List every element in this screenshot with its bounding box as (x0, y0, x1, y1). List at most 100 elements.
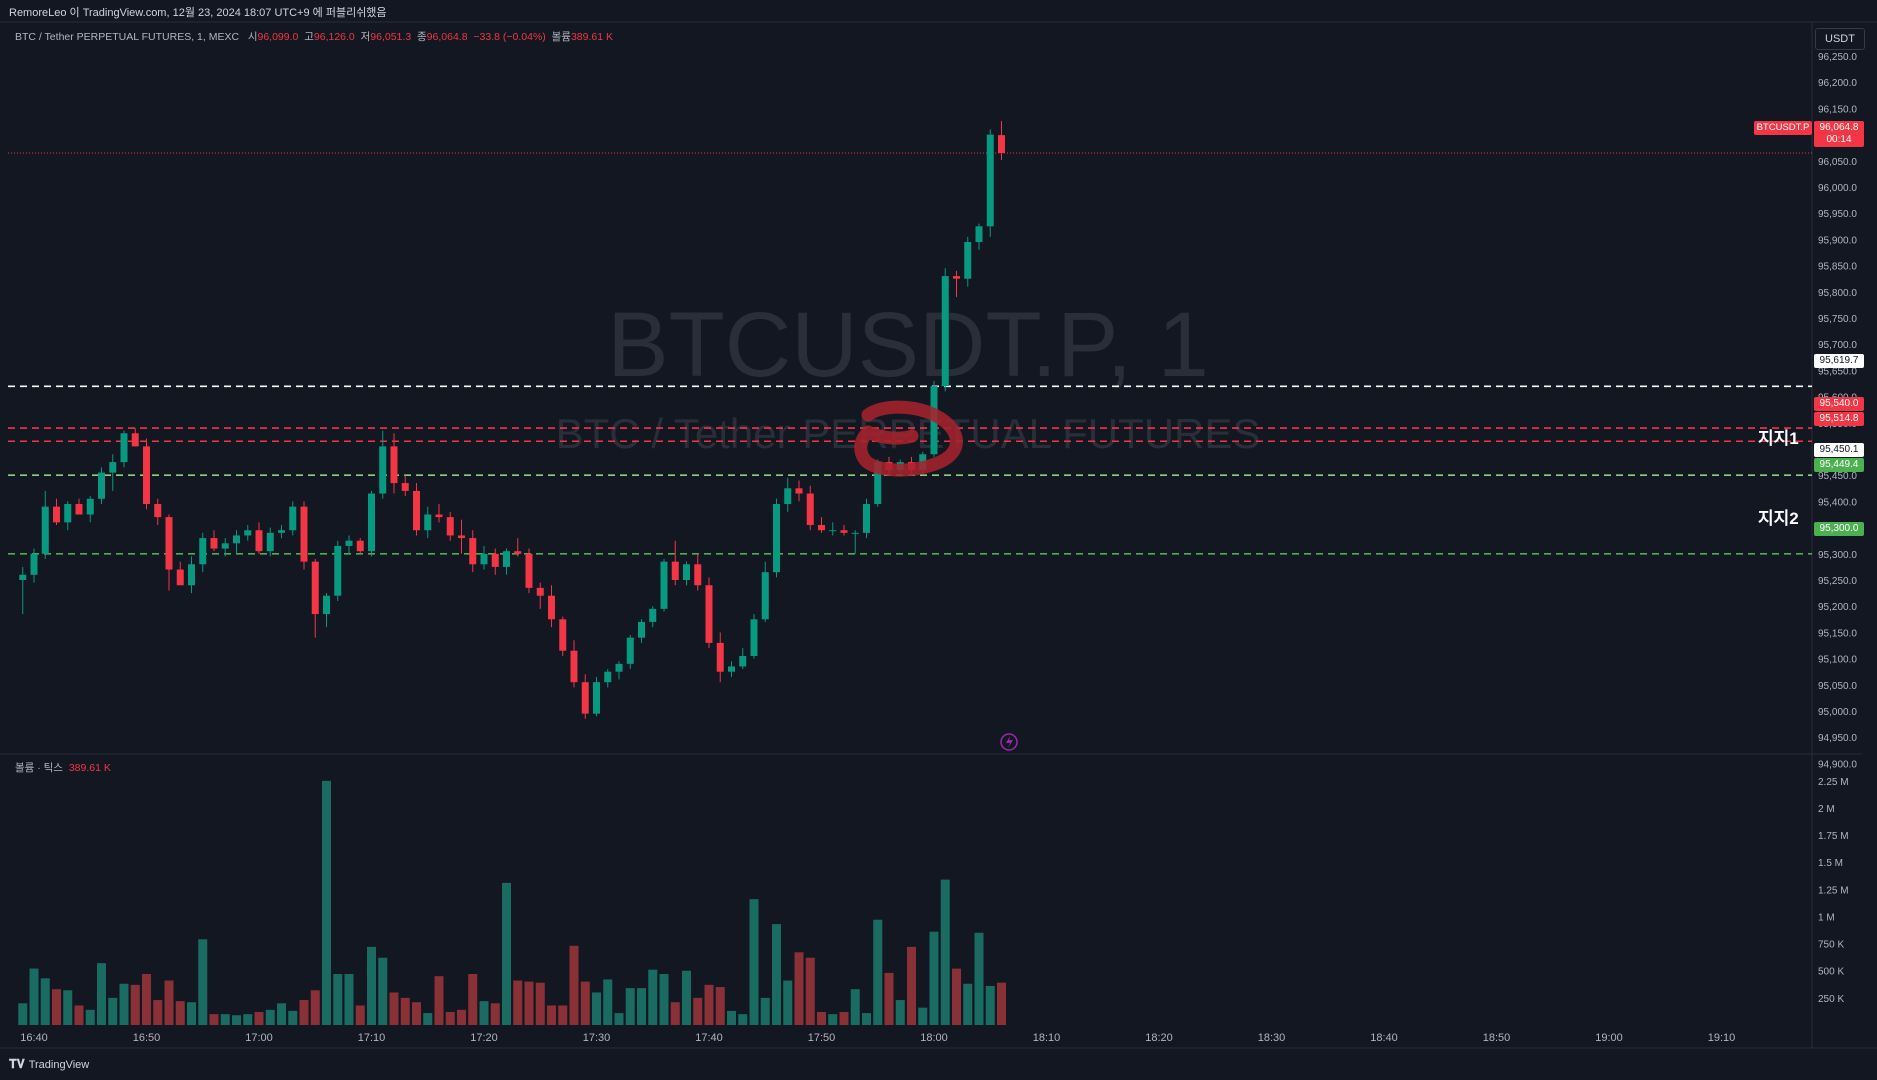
candle-body (953, 276, 960, 279)
volume-bar (682, 970, 691, 1025)
volume-bar (513, 980, 523, 1025)
candle-body (368, 493, 375, 552)
volume-bar (929, 931, 939, 1025)
volume-bar (288, 1010, 298, 1025)
candle-body (469, 538, 477, 565)
volume-tick-label: 500 K (1818, 967, 1844, 978)
volume-bar (479, 1001, 489, 1025)
volume-bar (198, 939, 208, 1025)
candle-body (255, 530, 263, 552)
volume-tick-label: 1.25 M (1818, 885, 1849, 896)
candle-body (829, 530, 837, 532)
highlight-annotation[interactable] (854, 400, 963, 477)
volume-bar (535, 982, 545, 1025)
candle-body (30, 553, 38, 575)
volume-bar (18, 1003, 28, 1025)
candle-body (221, 543, 229, 549)
price-tick-label: 95,700.0 (1818, 340, 1857, 351)
price-tick-label: 95,450.0 (1818, 471, 1857, 482)
candle-body (660, 561, 668, 609)
volume-bar (367, 946, 376, 1025)
volume-bar (715, 987, 725, 1025)
volume-bar (659, 974, 669, 1025)
volume-bar (434, 976, 444, 1025)
candle-body (840, 530, 848, 533)
candle-body (199, 538, 207, 565)
publish-info: RemoreLeo 이 TradingView.com, 12월 23, 202… (9, 7, 387, 19)
volume-bars (18, 780, 1006, 1025)
candle-body (278, 530, 285, 533)
time-tick-label: 17:40 (695, 1032, 723, 1044)
candle-body (705, 585, 713, 643)
countdown-label: 00:14 (1814, 133, 1864, 147)
footer-brand[interactable]: 𝐓𝐕 TradingView (9, 1057, 89, 1072)
candle-body (154, 504, 162, 518)
volume-bar (232, 1015, 241, 1025)
candle-body (143, 446, 150, 505)
candle-body (98, 472, 105, 499)
price-tick-label: 95,250.0 (1818, 576, 1857, 587)
volume-bar (142, 974, 151, 1025)
volume-bar (637, 988, 646, 1025)
change-value: −33.8 (−0.04%) (473, 31, 546, 43)
volume-bar (344, 974, 354, 1025)
candle-body (626, 637, 634, 664)
volume-bar (952, 968, 961, 1025)
price-tick-label: 96,150.0 (1818, 104, 1857, 115)
volume-bar (175, 1001, 185, 1025)
high-value: 96,126.0 (313, 31, 355, 43)
candle-body (683, 564, 690, 580)
candle-body (334, 545, 342, 596)
volume-bar (310, 990, 320, 1025)
candle-body (593, 682, 600, 714)
symbol-legend[interactable]: BTC / Tether PERPETUAL FUTURES, 1, MEXC … (15, 29, 613, 44)
time-tick-label: 17:20 (470, 1032, 498, 1044)
candle-body (716, 642, 724, 672)
candle-body (863, 504, 870, 533)
line-label-lower-white: 95,450.1 (1814, 443, 1864, 457)
price-tick-label: 96,200.0 (1818, 78, 1857, 89)
volume-bar (648, 969, 658, 1025)
volume-axis[interactable]: 250 K 500 K 750 K 1 M 1.25 M 1.5 M 1.75 M 2 M 2.… (1818, 777, 1849, 1005)
volume-legend[interactable]: 볼륨 · 틱스 389.61 K (15, 760, 111, 775)
candle-body (345, 540, 353, 546)
volume-bar (974, 932, 984, 1025)
volume-bar (468, 974, 478, 1025)
volume-bar (378, 957, 388, 1025)
price-axis[interactable]: 94,900.0 94,950.0 95,000.0 95,050.0 95,100.0… (1818, 52, 1857, 770)
price-tick-label: 95,950.0 (1818, 209, 1857, 220)
volume-bar (907, 946, 916, 1025)
line-label-red-2: 95,514.8 (1814, 412, 1864, 426)
candle-body (694, 564, 702, 586)
volume-bar (52, 989, 61, 1025)
candle-body (86, 498, 94, 515)
candle-body (19, 574, 27, 580)
volume-bar (445, 1011, 455, 1025)
price-tick-label: 95,800.0 (1818, 288, 1857, 299)
price-tick-label: 95,200.0 (1818, 602, 1857, 613)
volume-bar (603, 979, 613, 1025)
candle-body (165, 517, 173, 570)
time-tick-label: 18:50 (1483, 1032, 1511, 1044)
candle-body (761, 572, 769, 620)
close-label: 종 (417, 31, 427, 43)
volume-bar (400, 997, 410, 1025)
volume-bar (85, 1009, 95, 1025)
time-tick-label: 17:30 (583, 1032, 611, 1044)
lightning-icon[interactable] (1000, 733, 1018, 751)
candle-body (548, 595, 555, 620)
time-axis[interactable]: 16:40 16:50 17:00 17:10 17:20 17:30 17:40 17:50… (20, 1032, 1735, 1044)
candle-body (266, 532, 274, 552)
line-label-red-1: 95,540.0 (1814, 397, 1864, 411)
line-label-upper-white: 95,619.7 (1814, 354, 1864, 368)
price-tick-label: 95,050.0 (1818, 681, 1857, 692)
currency-button[interactable]: USDT (1815, 28, 1865, 50)
price-tick-label: 95,300.0 (1818, 550, 1857, 561)
high-label: 고 (304, 31, 314, 43)
volume-bar (209, 1014, 219, 1025)
candle-body (503, 551, 510, 567)
time-tick-label: 17:50 (808, 1032, 836, 1044)
volume-bar (693, 997, 703, 1025)
volume-bar (265, 1009, 275, 1025)
